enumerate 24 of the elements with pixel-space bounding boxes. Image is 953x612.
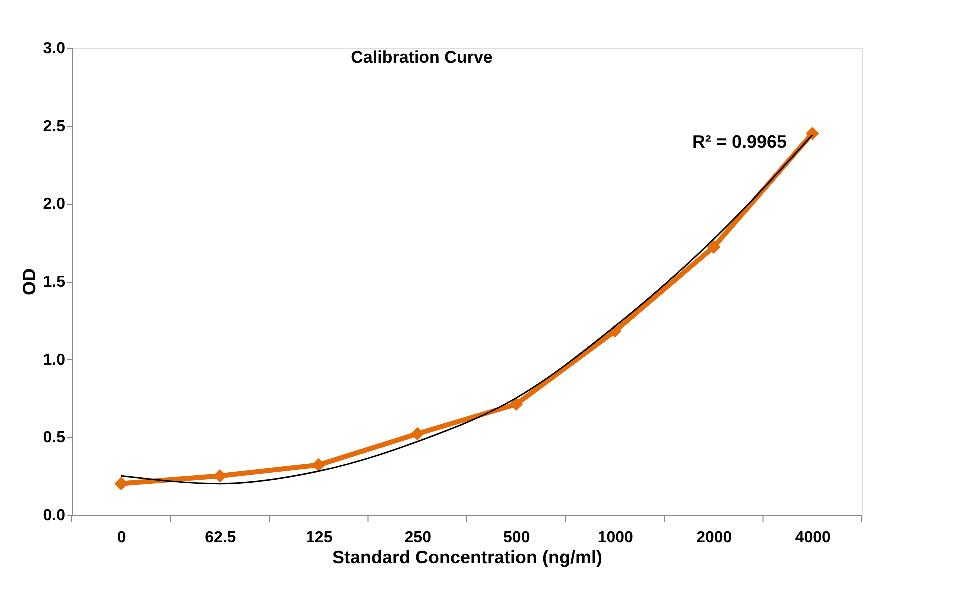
x-tick-label: 2000 <box>696 530 732 546</box>
y-axis-title: OD <box>19 268 40 296</box>
y-tick-label: 3.0 <box>43 40 66 58</box>
x-tick-label: 125 <box>306 530 333 546</box>
y-tick-label: 2.5 <box>43 118 66 136</box>
annotation: R² = 0.9965 <box>692 132 787 152</box>
x-axis-title: Standard Concentration (ng/ml) <box>332 548 603 568</box>
y-tick-label: 2.0 <box>43 196 66 214</box>
x-tick-label: 0 <box>117 530 126 546</box>
y-tick-label: 0.0 <box>43 508 66 524</box>
point <box>410 427 424 441</box>
y-tick-label: 1.5 <box>43 274 66 291</box>
x-tick-label: 500 <box>504 530 530 546</box>
point <box>707 240 721 254</box>
chart-title: Calibration Curve <box>351 48 493 67</box>
x-tick-label: 4000 <box>795 530 832 546</box>
x-tick-label: 250 <box>404 530 432 546</box>
point <box>510 398 524 412</box>
x-tick-label: 62.5 <box>205 530 236 546</box>
x-tick-label: 1000 <box>598 530 634 546</box>
y-tick-label: 0.5 <box>43 430 66 447</box>
point <box>312 458 326 472</box>
point <box>806 126 820 140</box>
y-tick-label: 1.0 <box>43 352 66 369</box>
